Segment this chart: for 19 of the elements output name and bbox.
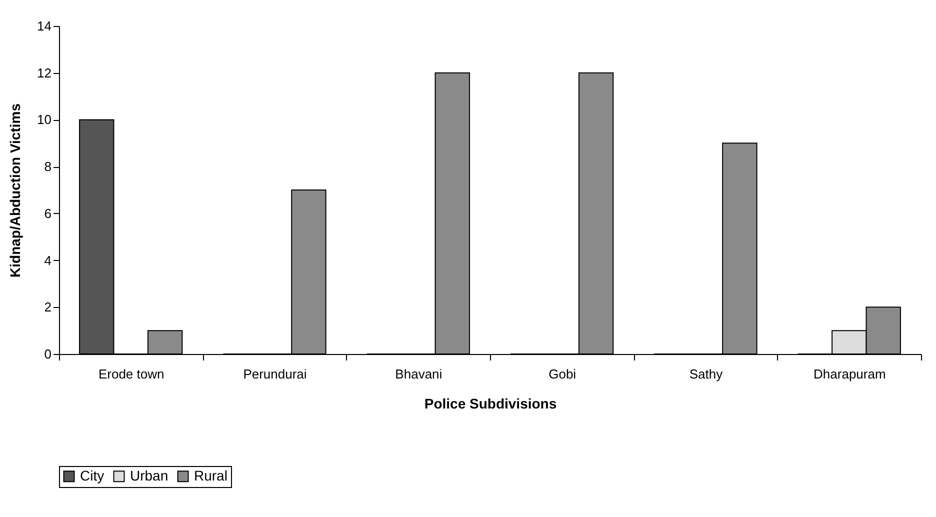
- legend-label: Rural: [194, 467, 228, 484]
- y-tick-label: 12: [37, 65, 52, 80]
- x-tick-label: Erode town: [98, 366, 164, 382]
- x-tick-label: Sathy: [689, 366, 724, 382]
- legend-label: City: [80, 467, 104, 484]
- x-tick-label: Bhavani: [395, 366, 442, 382]
- y-tick-label: 10: [37, 112, 52, 128]
- x-tick-label: Dharapuram: [814, 366, 886, 382]
- y-axis-title: Kidnap/Abduction Victims: [7, 103, 24, 278]
- y-tick-label: 4: [44, 252, 52, 268]
- x-tick-label: Perundurai: [243, 366, 307, 382]
- legend-label: Urban: [130, 467, 168, 484]
- y-tick-label: 2: [44, 300, 52, 315]
- y-tick-label: 8: [44, 159, 52, 174]
- x-axis-title: Police Subdivisions: [424, 396, 557, 412]
- y-tick-label: 0: [44, 346, 52, 362]
- y-tick-label: 14: [37, 18, 52, 34]
- y-tick-label: 6: [44, 206, 52, 221]
- x-tick-label: Gobi: [548, 366, 576, 382]
